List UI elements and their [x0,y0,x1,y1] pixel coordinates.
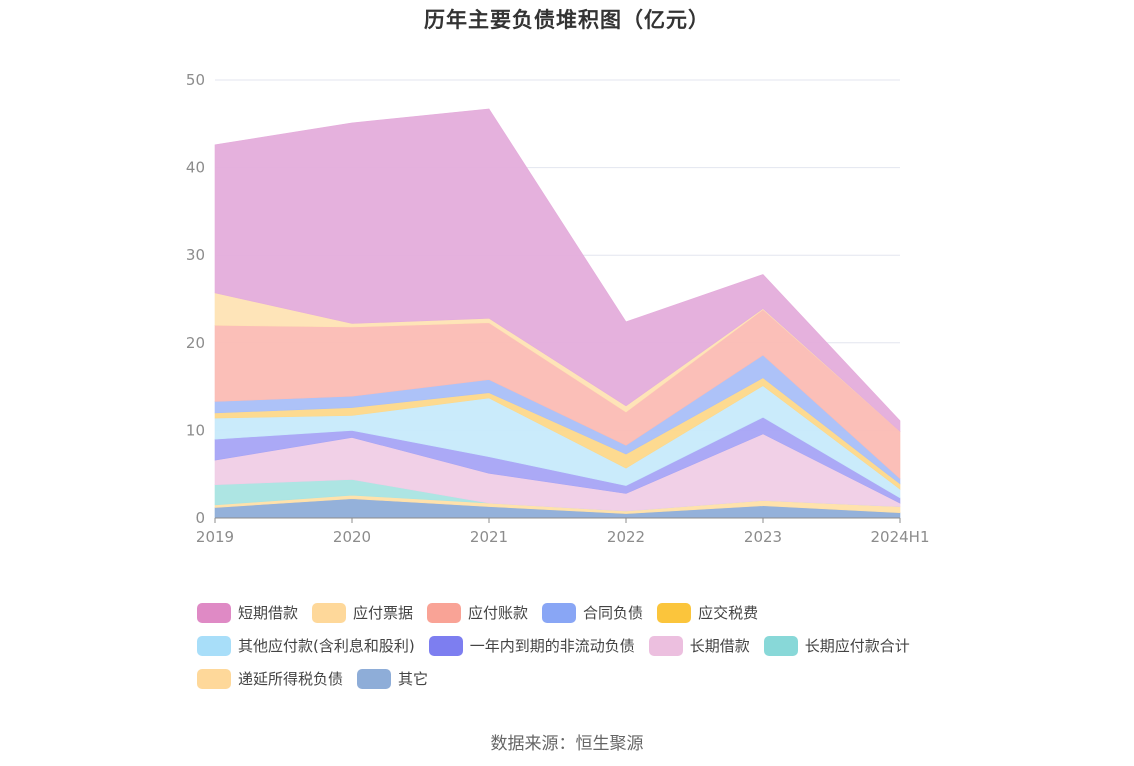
legend-label: 应付账款 [468,604,529,622]
legend-swatch [197,668,231,689]
y-tick-label: 20 [186,334,205,352]
data-source-note: 数据来源：恒生聚源 [490,734,644,754]
x-tick-label: 2023 [744,528,782,546]
y-tick-label: 40 [186,159,205,177]
legend-swatch [427,602,462,623]
y-tick-label: 0 [195,509,205,527]
legend-item-current-noncurrent-liabilities[interactable]: 一年内到期的非流动负债 [428,635,635,656]
legend-item-accounts-payable[interactable]: 应付账款 [427,602,528,623]
chart-title: 历年主要负债堆积图（亿元） [424,8,710,32]
legend-item-short-term-loans[interactable]: 短期借款 [197,602,298,623]
legend-swatch [542,602,577,623]
y-tick-label: 10 [186,421,205,439]
legend-label: 应交税费 [698,604,759,622]
legend-swatch [763,635,798,656]
legend-row: 短期借款 应付票据 应付账款 合同负债 应交税费 [197,596,957,629]
legend: 短期借款 应付票据 应付账款 合同负债 应交税费 其他应付款(含利息和股利) 一… [197,596,957,695]
axes: 0 10 20 30 40 50 2019 2020 2021 2022 2023 2024H1 [186,71,930,546]
legend-label: 长期应付款合计 [804,637,910,655]
x-tick-label: 2020 [333,528,371,546]
legend-item-other-payables[interactable]: 其他应付款(含利息和股利) [197,635,415,656]
x-tick-label: 2021 [470,528,508,546]
legend-item-deferred-tax-liabilities[interactable]: 递延所得税负债 [197,668,343,689]
legend-item-taxes-payable[interactable]: 应交税费 [657,602,758,623]
legend-swatch [357,668,392,689]
legend-row: 其他应付款(含利息和股利) 一年内到期的非流动负债 长期借款 长期应付款合计 [197,629,957,662]
legend-row: 递延所得税负债 其它 [197,662,957,695]
legend-label: 合同负债 [583,604,644,622]
legend-swatch [312,602,347,623]
legend-label: 递延所得税负债 [238,670,344,688]
stacked-area-chart: 其它递延所得税负债长期应付款合计长期借款一年内到期的非流动负债其他应付款(含利息… [186,71,930,546]
legend-item-notes-payable[interactable]: 应付票据 [312,602,413,623]
legend-label: 其他应付款(含利息和股利) [238,637,415,655]
legend-label: 一年内到期的非流动负债 [469,637,635,655]
legend-swatch [428,635,463,656]
legend-swatch [648,635,683,656]
x-tick-label: 2019 [196,528,234,546]
legend-swatch [197,602,231,623]
y-tick-label: 50 [186,71,205,89]
x-tick-label: 2024H1 [871,528,930,546]
legend-item-long-term-loans[interactable]: 长期借款 [648,635,750,656]
legend-label: 其它 [398,670,429,688]
legend-item-contract-liabilities[interactable]: 合同负债 [542,602,643,623]
area-series-layer: 其它递延所得税负债长期应付款合计长期借款一年内到期的非流动负债其他应付款(含利息… [214,108,901,519]
legend-label: 长期借款 [689,637,750,655]
legend-item-long-term-payables[interactable]: 长期应付款合计 [763,635,910,656]
x-tick-label: 2022 [607,528,645,546]
legend-item-other[interactable]: 其它 [357,668,428,689]
y-tick-label: 30 [186,246,205,264]
legend-swatch [657,602,692,623]
legend-label: 短期借款 [238,604,299,622]
area-短期借款[interactable]: 短期借款 [214,108,901,432]
legend-swatch [197,635,231,656]
legend-label: 应付票据 [353,604,414,622]
